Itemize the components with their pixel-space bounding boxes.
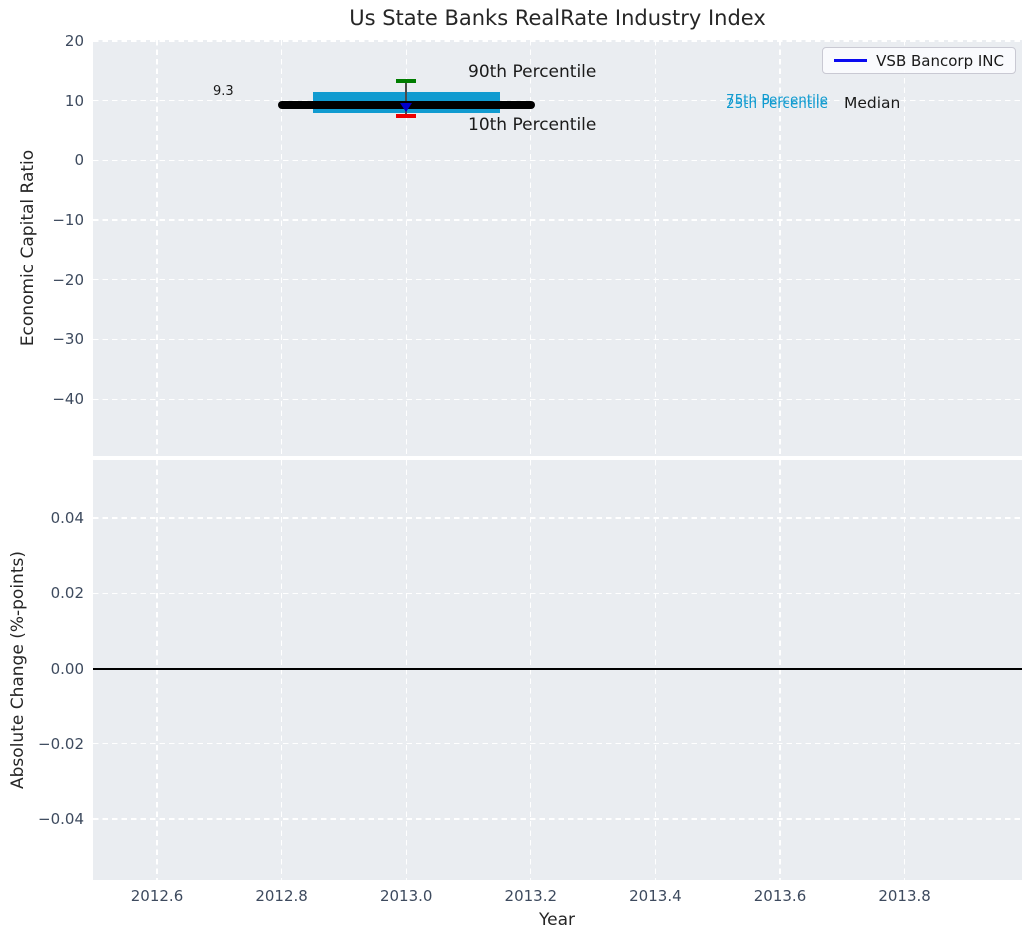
- y-tick-label: 0: [74, 151, 84, 170]
- gridline-x: [654, 459, 657, 880]
- y-tick-label: −30: [52, 330, 84, 349]
- gridline-x: [903, 459, 906, 880]
- p25-annotation: 25th Percentile: [726, 95, 828, 112]
- whisker-line: [405, 80, 407, 117]
- x-tick-label: 2013.6: [753, 887, 807, 905]
- gridline-x: [280, 459, 283, 880]
- chart-title: Us State Banks RealRate Industry Index: [349, 6, 766, 30]
- median-value-label: 9.3: [213, 84, 234, 99]
- y-tick-label: −20: [52, 270, 84, 289]
- x-tick-label: 2013.0: [379, 887, 433, 905]
- x-tick-label: 2012.8: [255, 887, 308, 905]
- p90-cap: [396, 79, 417, 83]
- top-y-axis-label: Economic Capital Ratio: [18, 149, 38, 347]
- x-tick-label: 2013.8: [878, 887, 931, 905]
- gridline-x: [405, 40, 407, 456]
- gridline-x: [405, 459, 407, 880]
- y-tick-label: −40: [52, 390, 84, 409]
- legend-label: VSB Bancorp INC: [876, 51, 1004, 70]
- y-tick-label: 10: [64, 91, 84, 110]
- legend: VSB Bancorp INC: [822, 47, 1016, 74]
- y-tick-label: 0.00: [50, 659, 84, 678]
- gridline-y: [93, 743, 1022, 745]
- gridline-x: [156, 459, 158, 880]
- gridline-y: [93, 818, 1022, 820]
- gridline-y: [93, 338, 1022, 341]
- gridline-y: [93, 40, 1022, 42]
- p10-cap: [396, 114, 417, 118]
- p10-annotation: 10th Percentile: [468, 115, 597, 135]
- zero-line: [93, 667, 1022, 670]
- x-tick-label: 2013.4: [629, 887, 682, 905]
- gridline-x: [156, 40, 158, 456]
- gridline-y: [93, 279, 1022, 281]
- gridline-x: [530, 40, 532, 456]
- x-tick-label: 2012.6: [130, 887, 184, 905]
- p90-annotation: 90th Percentile: [468, 62, 597, 82]
- gridline-y: [93, 398, 1022, 400]
- gridline-x: [530, 459, 532, 880]
- gridline-y: [93, 219, 1022, 221]
- y-tick-label: −10: [52, 211, 84, 230]
- y-tick-label: −0.02: [38, 734, 84, 753]
- legend-line-sample-icon: [834, 59, 868, 62]
- y-tick-label: 20: [64, 31, 84, 50]
- gridline-x: [903, 40, 906, 456]
- gridline-x: [654, 40, 657, 456]
- x-axis-label: Year: [539, 910, 575, 930]
- median-annotation: Median: [844, 94, 901, 112]
- gridline-y: [93, 592, 1022, 594]
- bottom-y-axis-label: Absolute Change (%-points): [8, 551, 28, 789]
- top-axes: 9.3 90th Percentile 10th Percentile 75th…: [93, 40, 1022, 456]
- gridline-x: [779, 40, 781, 456]
- bottom-axes: [93, 459, 1022, 880]
- gridline-y: [93, 159, 1022, 161]
- company-marker-triangle-icon: [399, 102, 412, 112]
- x-tick-label: 2013.2: [504, 887, 558, 905]
- p75-annotation: 75th Percentile: [726, 92, 828, 108]
- y-tick-label: 0.04: [50, 509, 84, 528]
- gridline-y: [93, 99, 1022, 102]
- gridline-y: [93, 517, 1022, 519]
- gridline-x: [280, 40, 283, 456]
- gridline-x: [779, 459, 781, 880]
- y-tick-label: −0.04: [38, 809, 84, 828]
- y-tick-label: 0.02: [50, 584, 84, 603]
